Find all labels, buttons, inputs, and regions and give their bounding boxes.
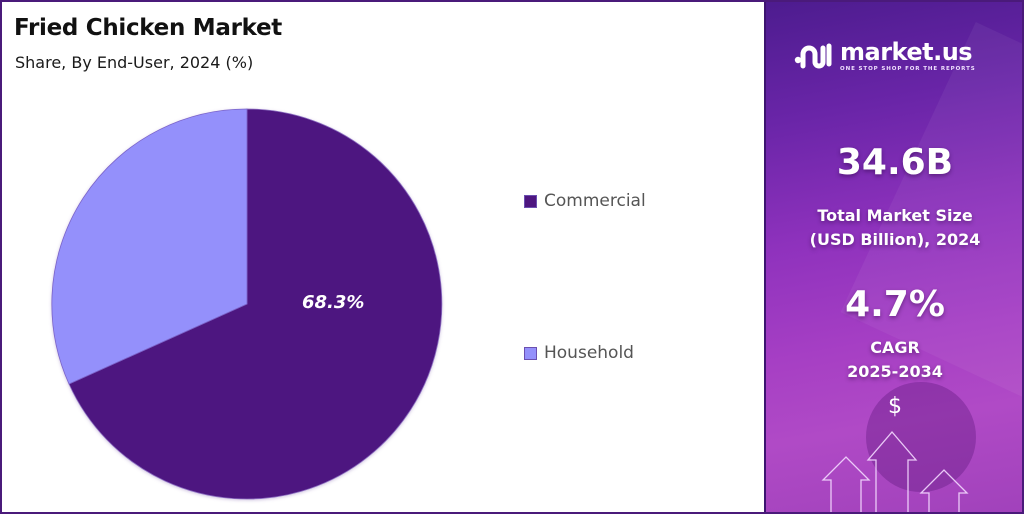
chart-subtitle: Share, By End-User, 2024 (%) [15,53,254,72]
legend-label-commercial: Commercial [544,191,646,211]
market-size-label-line1: Total Market Size [817,206,973,225]
legend-item-commercial[interactable]: Commercial [524,191,646,211]
brand-logo[interactable]: market.us ONE STOP SHOP FOR THE REPORTS [794,40,976,72]
market-size-value: 34.6B [836,142,954,183]
pie-slice-household[interactable] [51,108,248,385]
market-size-label-line2: (USD Billion), 2024 [809,230,981,249]
brand-name: market.us [840,38,973,66]
brand-tagline: ONE STOP SHOP FOR THE REPORTS [840,66,976,72]
cagr-value: 4.7% [845,284,945,325]
dollar-icon: $ [888,394,902,419]
cagr-label: CAGR [870,338,920,357]
legend-item-household[interactable]: Household [524,343,634,363]
cagr-period: 2025-2034 [847,362,943,381]
legend-label-household: Household [544,343,634,363]
background-circle [866,382,976,492]
chart-title: Fried Chicken Market [14,15,282,41]
market-us-logo-icon [794,43,832,69]
growth-arrows-icon [821,431,969,512]
pie-chart [51,108,443,500]
slice-label-commercial: 68.3% [302,292,365,313]
pie-slice-commercial[interactable] [68,108,443,500]
legend-swatch-household [524,346,537,360]
stats-sidebar: market.us ONE STOP SHOP FOR THE REPORTS … [764,2,1022,512]
legend-swatch-commercial [524,194,537,208]
